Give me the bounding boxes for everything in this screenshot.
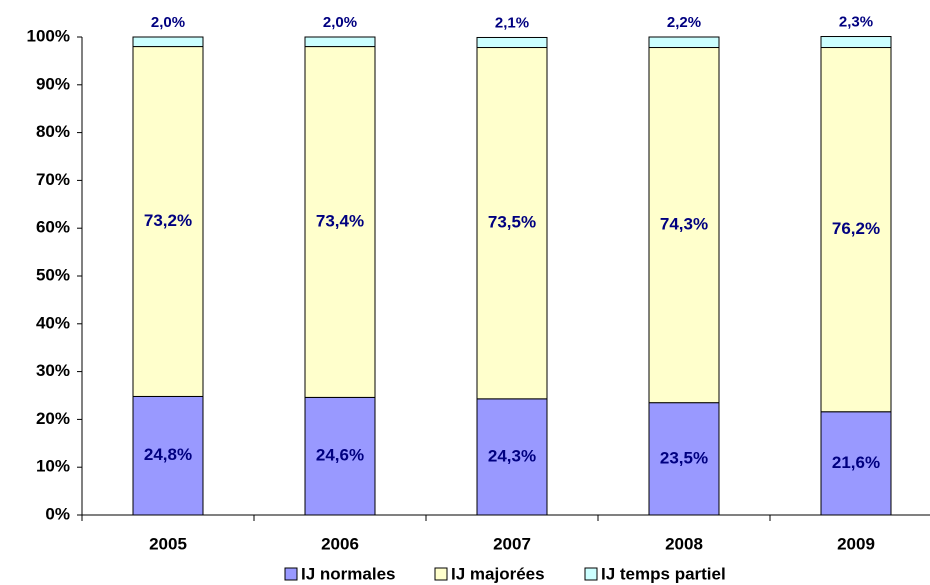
bar-segment: [304, 46, 376, 398]
x-tick-label: 2005: [149, 534, 187, 553]
legend-label: IJ normales: [301, 564, 396, 583]
bar-segment: [304, 36, 376, 48]
data-label: 73,2%: [144, 211, 192, 230]
data-label: 23,5%: [660, 448, 708, 467]
y-tick-label: 100%: [27, 26, 70, 45]
data-label: 2,3%: [839, 13, 873, 30]
bar-segment: [648, 47, 720, 404]
y-tick-label: 30%: [36, 361, 70, 380]
x-tick-label: 2007: [493, 534, 531, 553]
y-tick-label: 20%: [36, 409, 70, 428]
x-tick-label: 2008: [665, 534, 703, 553]
y-tick-label: 50%: [36, 265, 70, 284]
legend-label: IJ temps partiel: [601, 564, 726, 583]
data-label: 24,3%: [488, 446, 536, 465]
x-tick-label: 2006: [321, 534, 359, 553]
legend-swatch: [434, 567, 448, 581]
data-label: 76,2%: [832, 219, 880, 238]
legend-swatch: [284, 567, 298, 581]
y-tick-label: 10%: [36, 457, 70, 476]
data-label: 2,2%: [667, 14, 701, 31]
legend-swatch: [584, 567, 598, 581]
data-label: 73,5%: [488, 213, 536, 232]
data-label: 21,6%: [832, 453, 880, 472]
x-tick-label: 2009: [837, 534, 875, 553]
y-tick-label: 60%: [36, 218, 70, 237]
bar-segment: [820, 411, 892, 516]
data-label: 2,0%: [323, 14, 357, 31]
bar-segment: [820, 47, 892, 413]
y-tick-label: 80%: [36, 122, 70, 141]
data-label: 73,4%: [316, 211, 364, 230]
y-tick-label: 40%: [36, 313, 70, 332]
data-label: 24,6%: [316, 446, 364, 465]
data-label: 2,0%: [151, 14, 185, 31]
y-tick-label: 70%: [36, 170, 70, 189]
bar-segment: [476, 398, 548, 516]
bar-segment: [648, 402, 720, 516]
y-tick-label: 0%: [45, 504, 70, 523]
data-label: 2,1%: [495, 14, 529, 31]
y-tick-label: 90%: [36, 74, 70, 93]
data-label: 24,8%: [144, 445, 192, 464]
data-label: 74,3%: [660, 215, 708, 234]
bar-segment: [476, 36, 548, 49]
legend-label: IJ majorées: [451, 564, 545, 583]
bar-segment: [820, 36, 892, 49]
bar-segment: [648, 36, 720, 49]
bar-segment: [132, 36, 204, 48]
bar-segment: [476, 47, 548, 400]
